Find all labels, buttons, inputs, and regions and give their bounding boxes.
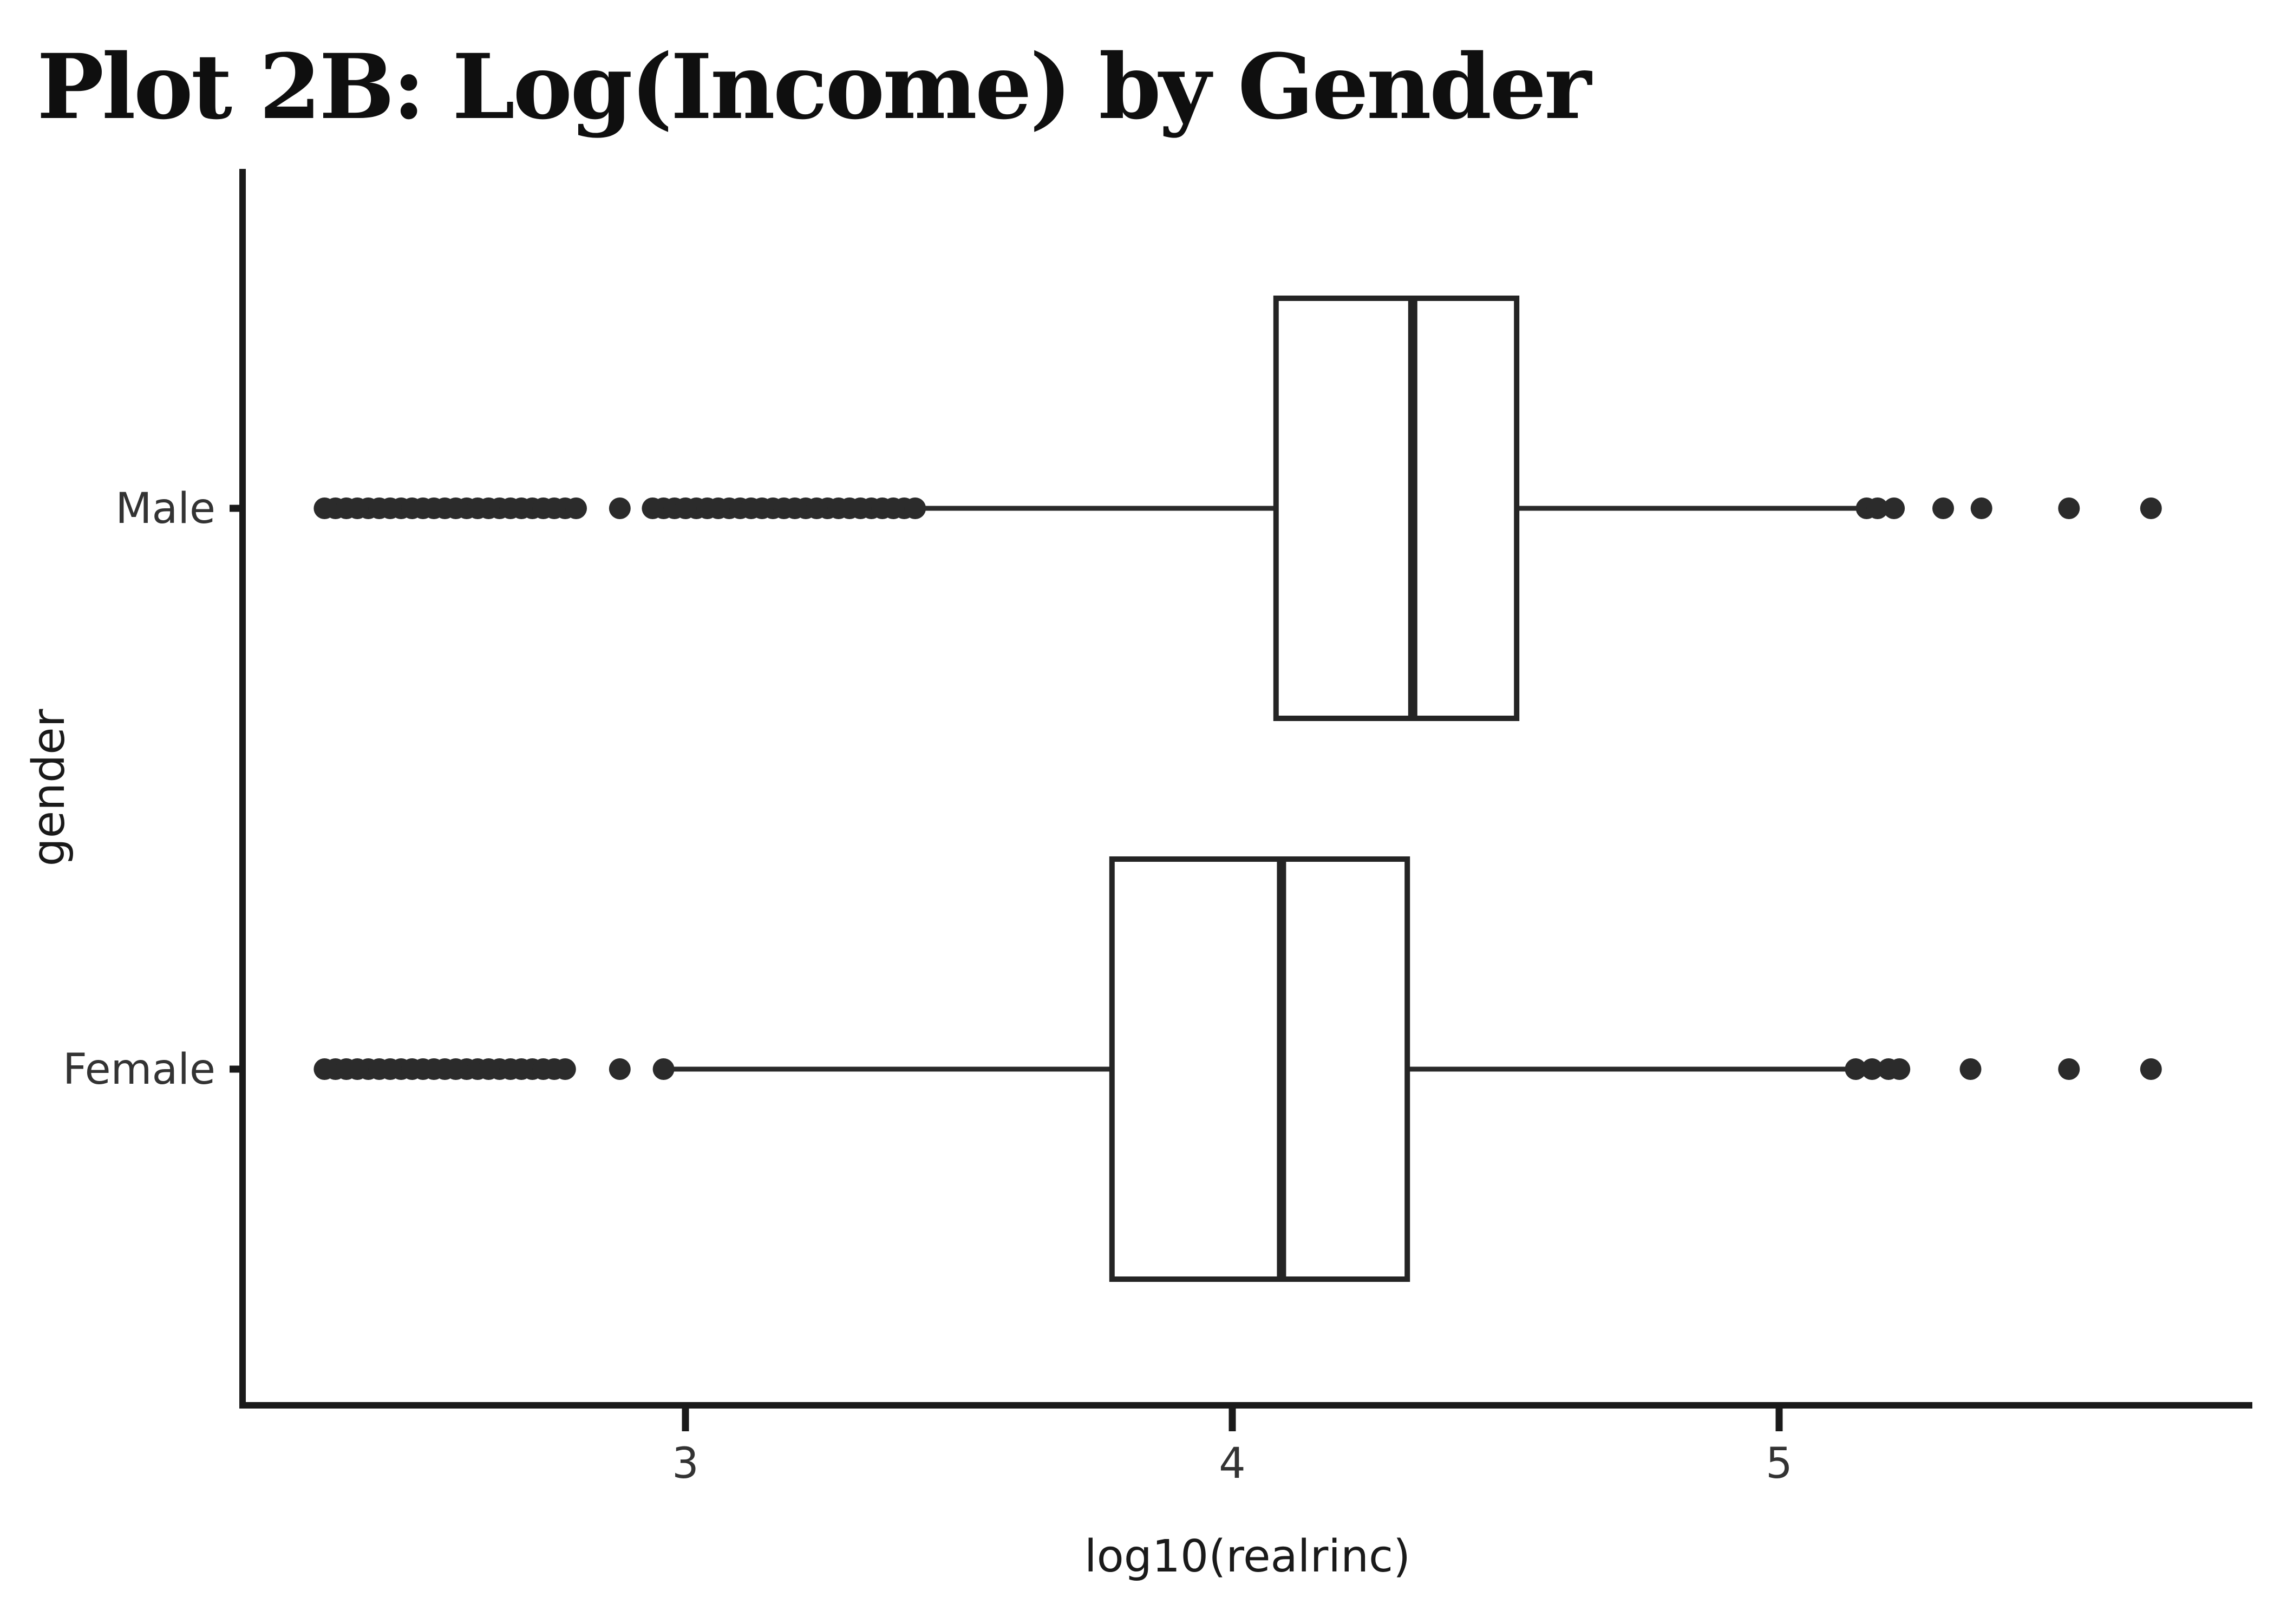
outlier-dot bbox=[1959, 1058, 1982, 1080]
outlier-dot bbox=[609, 1058, 631, 1080]
axes: 3 4 5 Male Female bbox=[63, 169, 2252, 1488]
outlier-dot bbox=[2140, 497, 2162, 519]
outlier-dot bbox=[1866, 497, 1889, 519]
outlier-dot bbox=[1970, 497, 1992, 519]
outlier-dot bbox=[652, 1058, 675, 1080]
x-tick-label: 3 bbox=[672, 1439, 699, 1488]
outlier-dot bbox=[2140, 1058, 2162, 1080]
y-axis-title: gender bbox=[23, 709, 75, 866]
outlier-dot bbox=[1932, 497, 1954, 519]
outlier-dot bbox=[2058, 497, 2080, 519]
outlier-dot bbox=[609, 497, 631, 519]
outlier-dot bbox=[904, 497, 926, 519]
iqr-box bbox=[1109, 856, 1410, 1282]
iqr-box bbox=[1273, 296, 1520, 721]
chart-title: Plot 2B: Log(Income) by Gender bbox=[37, 34, 1592, 139]
y-category-label: Male bbox=[115, 484, 215, 533]
outlier-dot bbox=[1861, 1058, 1883, 1080]
outlier-dot bbox=[2058, 1058, 2080, 1080]
y-category-label: Female bbox=[63, 1045, 215, 1094]
x-axis-title: log10(realrinc) bbox=[1084, 1531, 1410, 1582]
x-tick-label: 5 bbox=[1766, 1439, 1793, 1488]
box-series bbox=[313, 296, 2162, 1282]
outlier-dot bbox=[1845, 1058, 1867, 1080]
outlier-dot bbox=[1889, 1058, 1911, 1080]
x-tick-label: 4 bbox=[1219, 1439, 1246, 1488]
outlier-dot bbox=[1883, 497, 1905, 519]
outlier-dot bbox=[565, 497, 587, 519]
outlier-dot bbox=[554, 1058, 576, 1080]
